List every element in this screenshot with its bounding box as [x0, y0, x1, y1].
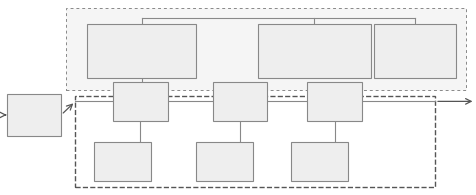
Bar — [213, 82, 267, 121]
Bar — [113, 82, 168, 121]
Bar — [66, 8, 466, 90]
Bar — [307, 82, 362, 121]
Bar — [374, 24, 456, 78]
Bar — [75, 96, 435, 187]
Bar — [258, 24, 371, 78]
Bar — [7, 94, 61, 136]
Bar — [291, 142, 347, 181]
Bar — [87, 24, 196, 78]
Bar — [94, 142, 151, 181]
Bar — [196, 142, 253, 181]
